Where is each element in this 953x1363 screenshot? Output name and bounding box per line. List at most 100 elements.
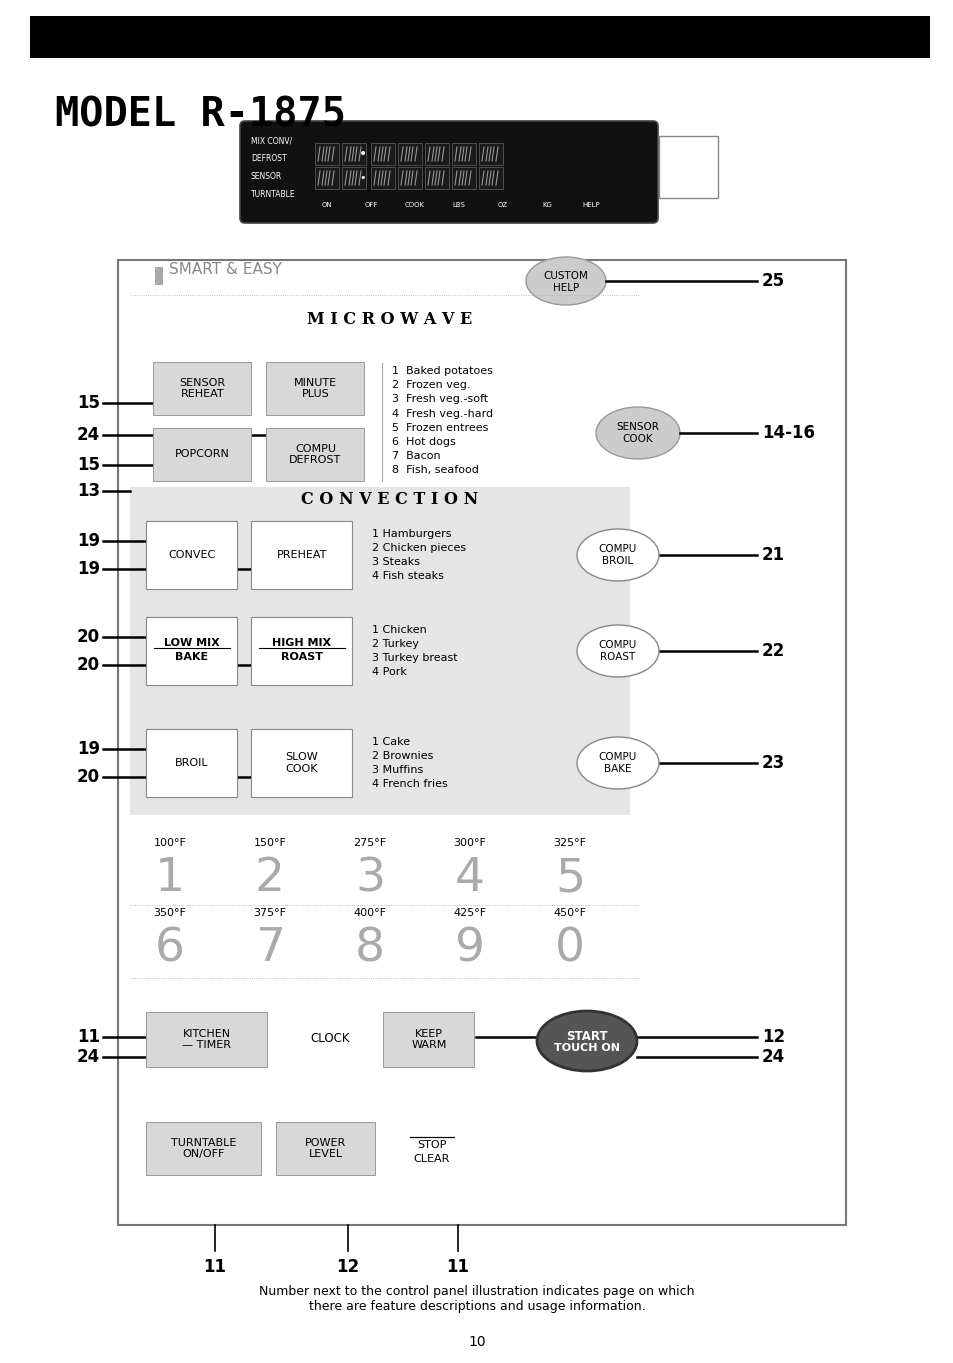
Text: BROIL: BROIL bbox=[175, 758, 209, 767]
Text: 23: 23 bbox=[761, 754, 784, 771]
Text: 3 Muffins: 3 Muffins bbox=[372, 765, 423, 776]
Text: SENSOR: SENSOR bbox=[179, 378, 225, 388]
Text: 4: 4 bbox=[455, 856, 484, 901]
Text: 4 French fries: 4 French fries bbox=[372, 780, 447, 789]
Text: 2 Chicken pieces: 2 Chicken pieces bbox=[372, 542, 466, 553]
Text: COMPU: COMPU bbox=[598, 752, 637, 762]
Text: •: • bbox=[359, 173, 366, 183]
Text: — TIMER: — TIMER bbox=[182, 1040, 232, 1050]
FancyBboxPatch shape bbox=[276, 1122, 375, 1175]
Text: COOK: COOK bbox=[286, 763, 318, 773]
FancyBboxPatch shape bbox=[314, 143, 338, 165]
Text: 300°F: 300°F bbox=[453, 838, 486, 848]
Text: 2  Frozen veg.: 2 Frozen veg. bbox=[392, 380, 470, 390]
Text: 1 Cake: 1 Cake bbox=[372, 737, 410, 747]
Text: 14-16: 14-16 bbox=[761, 424, 814, 442]
Text: SENSOR: SENSOR bbox=[251, 172, 282, 181]
Text: 25: 25 bbox=[761, 273, 784, 290]
FancyBboxPatch shape bbox=[266, 428, 364, 481]
Text: COMPU: COMPU bbox=[598, 544, 637, 553]
FancyBboxPatch shape bbox=[147, 728, 237, 796]
Text: 2 Turkey: 2 Turkey bbox=[372, 639, 418, 649]
Text: 11: 11 bbox=[446, 1258, 469, 1276]
Text: OZ: OZ bbox=[497, 202, 508, 209]
FancyBboxPatch shape bbox=[371, 168, 395, 189]
Text: 19: 19 bbox=[77, 532, 100, 551]
Text: LBS: LBS bbox=[452, 202, 465, 209]
Text: CUSTOM: CUSTOM bbox=[543, 271, 588, 281]
Text: 13: 13 bbox=[77, 483, 100, 500]
Text: TOUCH ON: TOUCH ON bbox=[554, 1043, 619, 1054]
FancyBboxPatch shape bbox=[397, 143, 421, 165]
FancyBboxPatch shape bbox=[153, 428, 252, 481]
Text: 2: 2 bbox=[254, 856, 285, 901]
Text: 6: 6 bbox=[154, 925, 185, 970]
Text: 5  Frozen entrees: 5 Frozen entrees bbox=[392, 423, 488, 433]
Text: ROAST: ROAST bbox=[599, 652, 635, 662]
Text: ROAST: ROAST bbox=[281, 652, 323, 661]
Text: 8: 8 bbox=[355, 925, 385, 970]
Text: TURNTABLE: TURNTABLE bbox=[251, 189, 295, 199]
FancyBboxPatch shape bbox=[371, 143, 395, 165]
Text: 7: 7 bbox=[254, 925, 285, 970]
Text: CLEAR: CLEAR bbox=[414, 1154, 450, 1164]
Text: 375°F: 375°F bbox=[253, 908, 286, 919]
Text: 4  Fresh veg.-hard: 4 Fresh veg.-hard bbox=[392, 409, 493, 418]
Text: 20: 20 bbox=[77, 767, 100, 786]
Text: 19: 19 bbox=[77, 740, 100, 758]
FancyBboxPatch shape bbox=[452, 168, 476, 189]
FancyBboxPatch shape bbox=[252, 521, 352, 589]
Text: 6  Hot dogs: 6 Hot dogs bbox=[392, 438, 456, 447]
Text: 24: 24 bbox=[76, 427, 100, 444]
FancyBboxPatch shape bbox=[147, 616, 237, 684]
Text: 1  Baked potatoes: 1 Baked potatoes bbox=[392, 367, 493, 376]
Text: DEFROST: DEFROST bbox=[251, 154, 286, 164]
Text: 325°F: 325°F bbox=[553, 838, 586, 848]
Ellipse shape bbox=[596, 408, 679, 459]
Text: 24: 24 bbox=[76, 1048, 100, 1066]
Text: DEFROST: DEFROST bbox=[289, 455, 341, 465]
Text: 3 Turkey breast: 3 Turkey breast bbox=[372, 653, 457, 662]
Text: STOP: STOP bbox=[416, 1139, 446, 1150]
FancyBboxPatch shape bbox=[478, 168, 502, 189]
Text: 11: 11 bbox=[77, 1028, 100, 1045]
Text: 150°F: 150°F bbox=[253, 838, 286, 848]
FancyBboxPatch shape bbox=[154, 267, 163, 285]
Text: 20: 20 bbox=[77, 628, 100, 646]
Bar bbox=[130, 487, 629, 815]
Ellipse shape bbox=[525, 258, 605, 305]
Text: 19: 19 bbox=[77, 560, 100, 578]
Text: BROIL: BROIL bbox=[601, 556, 633, 566]
Ellipse shape bbox=[577, 737, 659, 789]
Text: 24: 24 bbox=[761, 1048, 784, 1066]
Text: 400°F: 400°F bbox=[354, 908, 386, 919]
Text: CONVEC: CONVEC bbox=[168, 549, 215, 559]
Text: ON/OFF: ON/OFF bbox=[183, 1149, 225, 1159]
FancyBboxPatch shape bbox=[147, 1011, 267, 1066]
Text: KEEP: KEEP bbox=[415, 1029, 442, 1039]
Text: 15: 15 bbox=[77, 457, 100, 474]
Text: KG: KG bbox=[541, 202, 552, 209]
Text: 10: 10 bbox=[468, 1334, 485, 1349]
Text: SLOW: SLOW bbox=[285, 751, 318, 762]
FancyBboxPatch shape bbox=[383, 1011, 474, 1066]
Bar bbox=[130, 323, 499, 485]
Ellipse shape bbox=[577, 529, 659, 581]
Text: TURNTABLE: TURNTABLE bbox=[172, 1138, 236, 1148]
FancyBboxPatch shape bbox=[314, 168, 338, 189]
Text: POWER: POWER bbox=[305, 1138, 346, 1148]
Text: LOW MIX: LOW MIX bbox=[164, 638, 219, 647]
Ellipse shape bbox=[537, 1011, 637, 1071]
Text: 5: 5 bbox=[555, 856, 584, 901]
FancyBboxPatch shape bbox=[252, 616, 352, 684]
Text: PLUS: PLUS bbox=[301, 388, 329, 399]
Ellipse shape bbox=[577, 626, 659, 677]
Text: 100°F: 100°F bbox=[153, 838, 186, 848]
Text: 3 Steaks: 3 Steaks bbox=[372, 557, 419, 567]
Text: HIGH MIX: HIGH MIX bbox=[273, 638, 332, 647]
Text: SENSOR: SENSOR bbox=[616, 423, 659, 432]
Text: 22: 22 bbox=[761, 642, 784, 660]
Text: CLOCK: CLOCK bbox=[310, 1033, 350, 1045]
FancyBboxPatch shape bbox=[153, 361, 252, 414]
Text: 15: 15 bbox=[77, 394, 100, 412]
